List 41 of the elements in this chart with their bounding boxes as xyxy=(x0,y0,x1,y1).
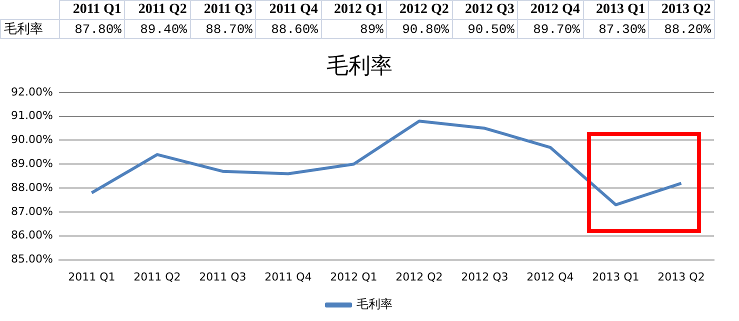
y-tick-label: 90.00% xyxy=(10,133,53,146)
category-label: 2011 Q4 xyxy=(269,2,318,17)
y-tick-label: 92.00% xyxy=(10,85,53,98)
x-tick-label: 2012 Q4 xyxy=(526,270,574,284)
data-label: 90.80% xyxy=(386,20,452,38)
x-tick-label: 2012 Q2 xyxy=(396,270,443,284)
x-tick-label: 2013 Q2 xyxy=(658,270,705,284)
legend-label: 毛利率 xyxy=(356,297,392,312)
data-label: 89.40% xyxy=(124,20,190,38)
category-label: 2011 Q3 xyxy=(204,2,252,17)
category-label: 2011 Q2 xyxy=(138,2,187,17)
y-tick-label: 86.00% xyxy=(10,228,53,242)
category-label: 2012 Q4 xyxy=(530,2,580,17)
category-label: 2013 Q1 xyxy=(596,2,646,17)
data-label: 87.30% xyxy=(583,20,649,38)
x-tick-label: 2011 Q4 xyxy=(264,270,312,284)
x-tick-label: 2012 Q3 xyxy=(461,270,508,284)
data-label: 88.60% xyxy=(256,20,322,38)
chart-title: 毛利率 xyxy=(326,54,392,79)
category-label: 2011 Q1 xyxy=(72,2,122,17)
y-tick-label: 85.00% xyxy=(10,252,53,266)
x-tick-label: 2011 Q3 xyxy=(199,270,246,284)
text: 毛利率 xyxy=(4,22,43,37)
y-tick-label: 88.00% xyxy=(10,180,53,194)
category-label: 2012 Q1 xyxy=(334,2,384,17)
x-tick-label: 2013 Q1 xyxy=(592,270,640,284)
data-label: 88.20% xyxy=(648,20,714,38)
category-label: 2012 Q3 xyxy=(465,2,514,17)
data-label: 88.70% xyxy=(190,20,256,38)
x-tick-label: 2012 Q1 xyxy=(330,270,378,284)
y-tick-label: 89.00% xyxy=(10,157,53,170)
y-tick-label: 91.00% xyxy=(10,109,53,122)
category-label: 2012 Q2 xyxy=(400,2,449,17)
data-label: 89.70% xyxy=(518,20,584,38)
data-label: 90.50% xyxy=(452,20,518,38)
category-label: 2013 Q2 xyxy=(662,2,711,17)
x-tick-label: 2011 Q1 xyxy=(68,270,116,284)
data-label: 87.80% xyxy=(59,20,125,38)
data-label: 89% xyxy=(321,20,387,38)
y-tick-label: 87.00% xyxy=(10,204,53,218)
x-tick-label: 2011 Q2 xyxy=(134,270,181,284)
